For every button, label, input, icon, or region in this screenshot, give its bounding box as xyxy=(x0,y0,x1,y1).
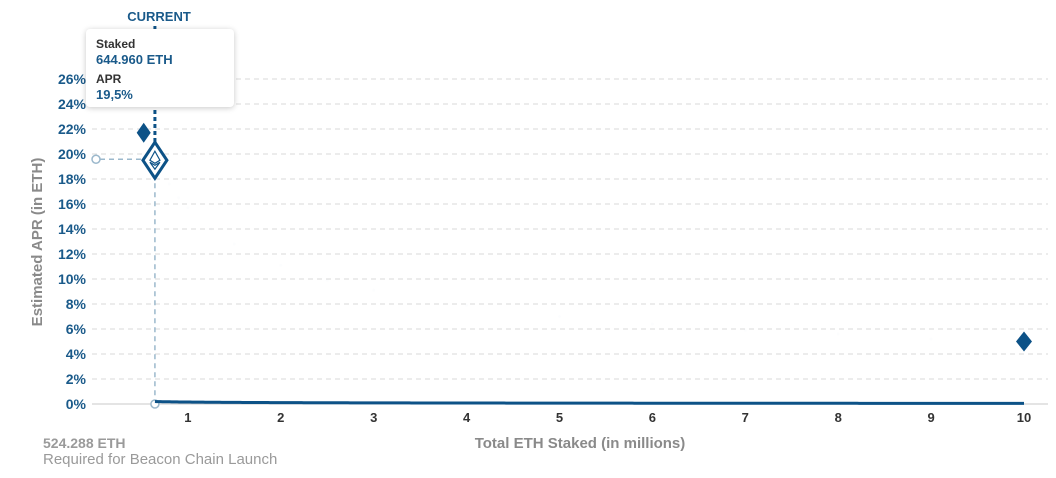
y-tick-label: 12% xyxy=(58,246,87,262)
data-point xyxy=(372,289,375,292)
y-axis-ticks: 0% 2% 4% 6% 8% 10% 12% 14% 16% 18% 20% 22% 24% 26% xyxy=(58,71,87,412)
x-tick-label: 6 xyxy=(649,410,656,425)
y-tick-label: 10% xyxy=(58,271,87,287)
data-point xyxy=(930,338,933,341)
tooltip-apr-label: APR xyxy=(96,72,122,86)
ethereum-icon-lower xyxy=(149,161,161,171)
apr-series xyxy=(154,183,1024,405)
x-tick-label: 5 xyxy=(556,410,563,425)
y-tick-label: 6% xyxy=(66,321,87,337)
data-point xyxy=(279,264,282,267)
launch-note-description: Required for Beacon Chain Launch xyxy=(43,451,277,468)
current-guides xyxy=(91,26,160,409)
x-tick-label: 9 xyxy=(927,410,934,425)
tooltip-staked-value: 644.960 ETH xyxy=(96,52,173,67)
y-tick-label: 4% xyxy=(66,346,87,362)
data-point xyxy=(465,304,468,307)
y-tick-label: 26% xyxy=(58,71,87,87)
x-tick-label: 10 xyxy=(1017,410,1031,425)
y-tick-label: 14% xyxy=(58,221,87,237)
x-tick-label: 8 xyxy=(835,410,842,425)
x-tick-label: 3 xyxy=(370,410,377,425)
data-point xyxy=(177,196,180,199)
data-point xyxy=(186,206,189,209)
x-tick-label: 2 xyxy=(277,410,284,425)
y-tick-label: 20% xyxy=(58,146,87,162)
launch-note-value: 524.288 ETH xyxy=(43,435,126,451)
y-tick-label: 22% xyxy=(58,121,87,137)
data-point xyxy=(233,243,236,246)
ethereum-icon xyxy=(149,150,161,164)
y-tick-label: 18% xyxy=(58,171,87,187)
current-label: CURRENT xyxy=(127,9,191,24)
x-axis-ticks: 1 2 3 4 5 6 7 8 9 10 xyxy=(184,410,1031,425)
x-tick-label: 4 xyxy=(463,410,471,425)
current-tooltip: Staked 644.960 ETH APR 19,5% xyxy=(86,29,234,107)
y-tick-label: 2% xyxy=(66,371,87,387)
x-tick-label: 7 xyxy=(742,410,749,425)
x-tick-label: 1 xyxy=(184,410,191,425)
data-point xyxy=(210,228,213,231)
y-tick-label: 24% xyxy=(58,96,87,112)
grid-lines xyxy=(92,78,1048,405)
data-point xyxy=(837,333,840,336)
current-marker xyxy=(141,139,169,181)
tooltip-apr-value: 19,5% xyxy=(96,87,133,102)
end-marker xyxy=(1016,331,1032,352)
launch-marker xyxy=(136,122,151,143)
y-axis-title: Estimated APR (in ETH) xyxy=(29,158,46,327)
data-point xyxy=(326,279,329,282)
data-point xyxy=(651,323,654,326)
tooltip-staked-label: Staked xyxy=(96,37,136,51)
y-tick-label: 16% xyxy=(58,196,87,212)
x-axis-title: Total ETH Staked (in millions) xyxy=(475,435,686,452)
y-tick-label: 8% xyxy=(66,296,87,312)
data-point xyxy=(744,329,747,332)
data-point xyxy=(168,183,171,186)
markers xyxy=(136,122,1032,352)
data-point xyxy=(558,315,561,318)
apr-curve xyxy=(154,400,1024,405)
y-tick-label: 0% xyxy=(66,396,87,412)
y-guide-dot xyxy=(91,154,101,164)
